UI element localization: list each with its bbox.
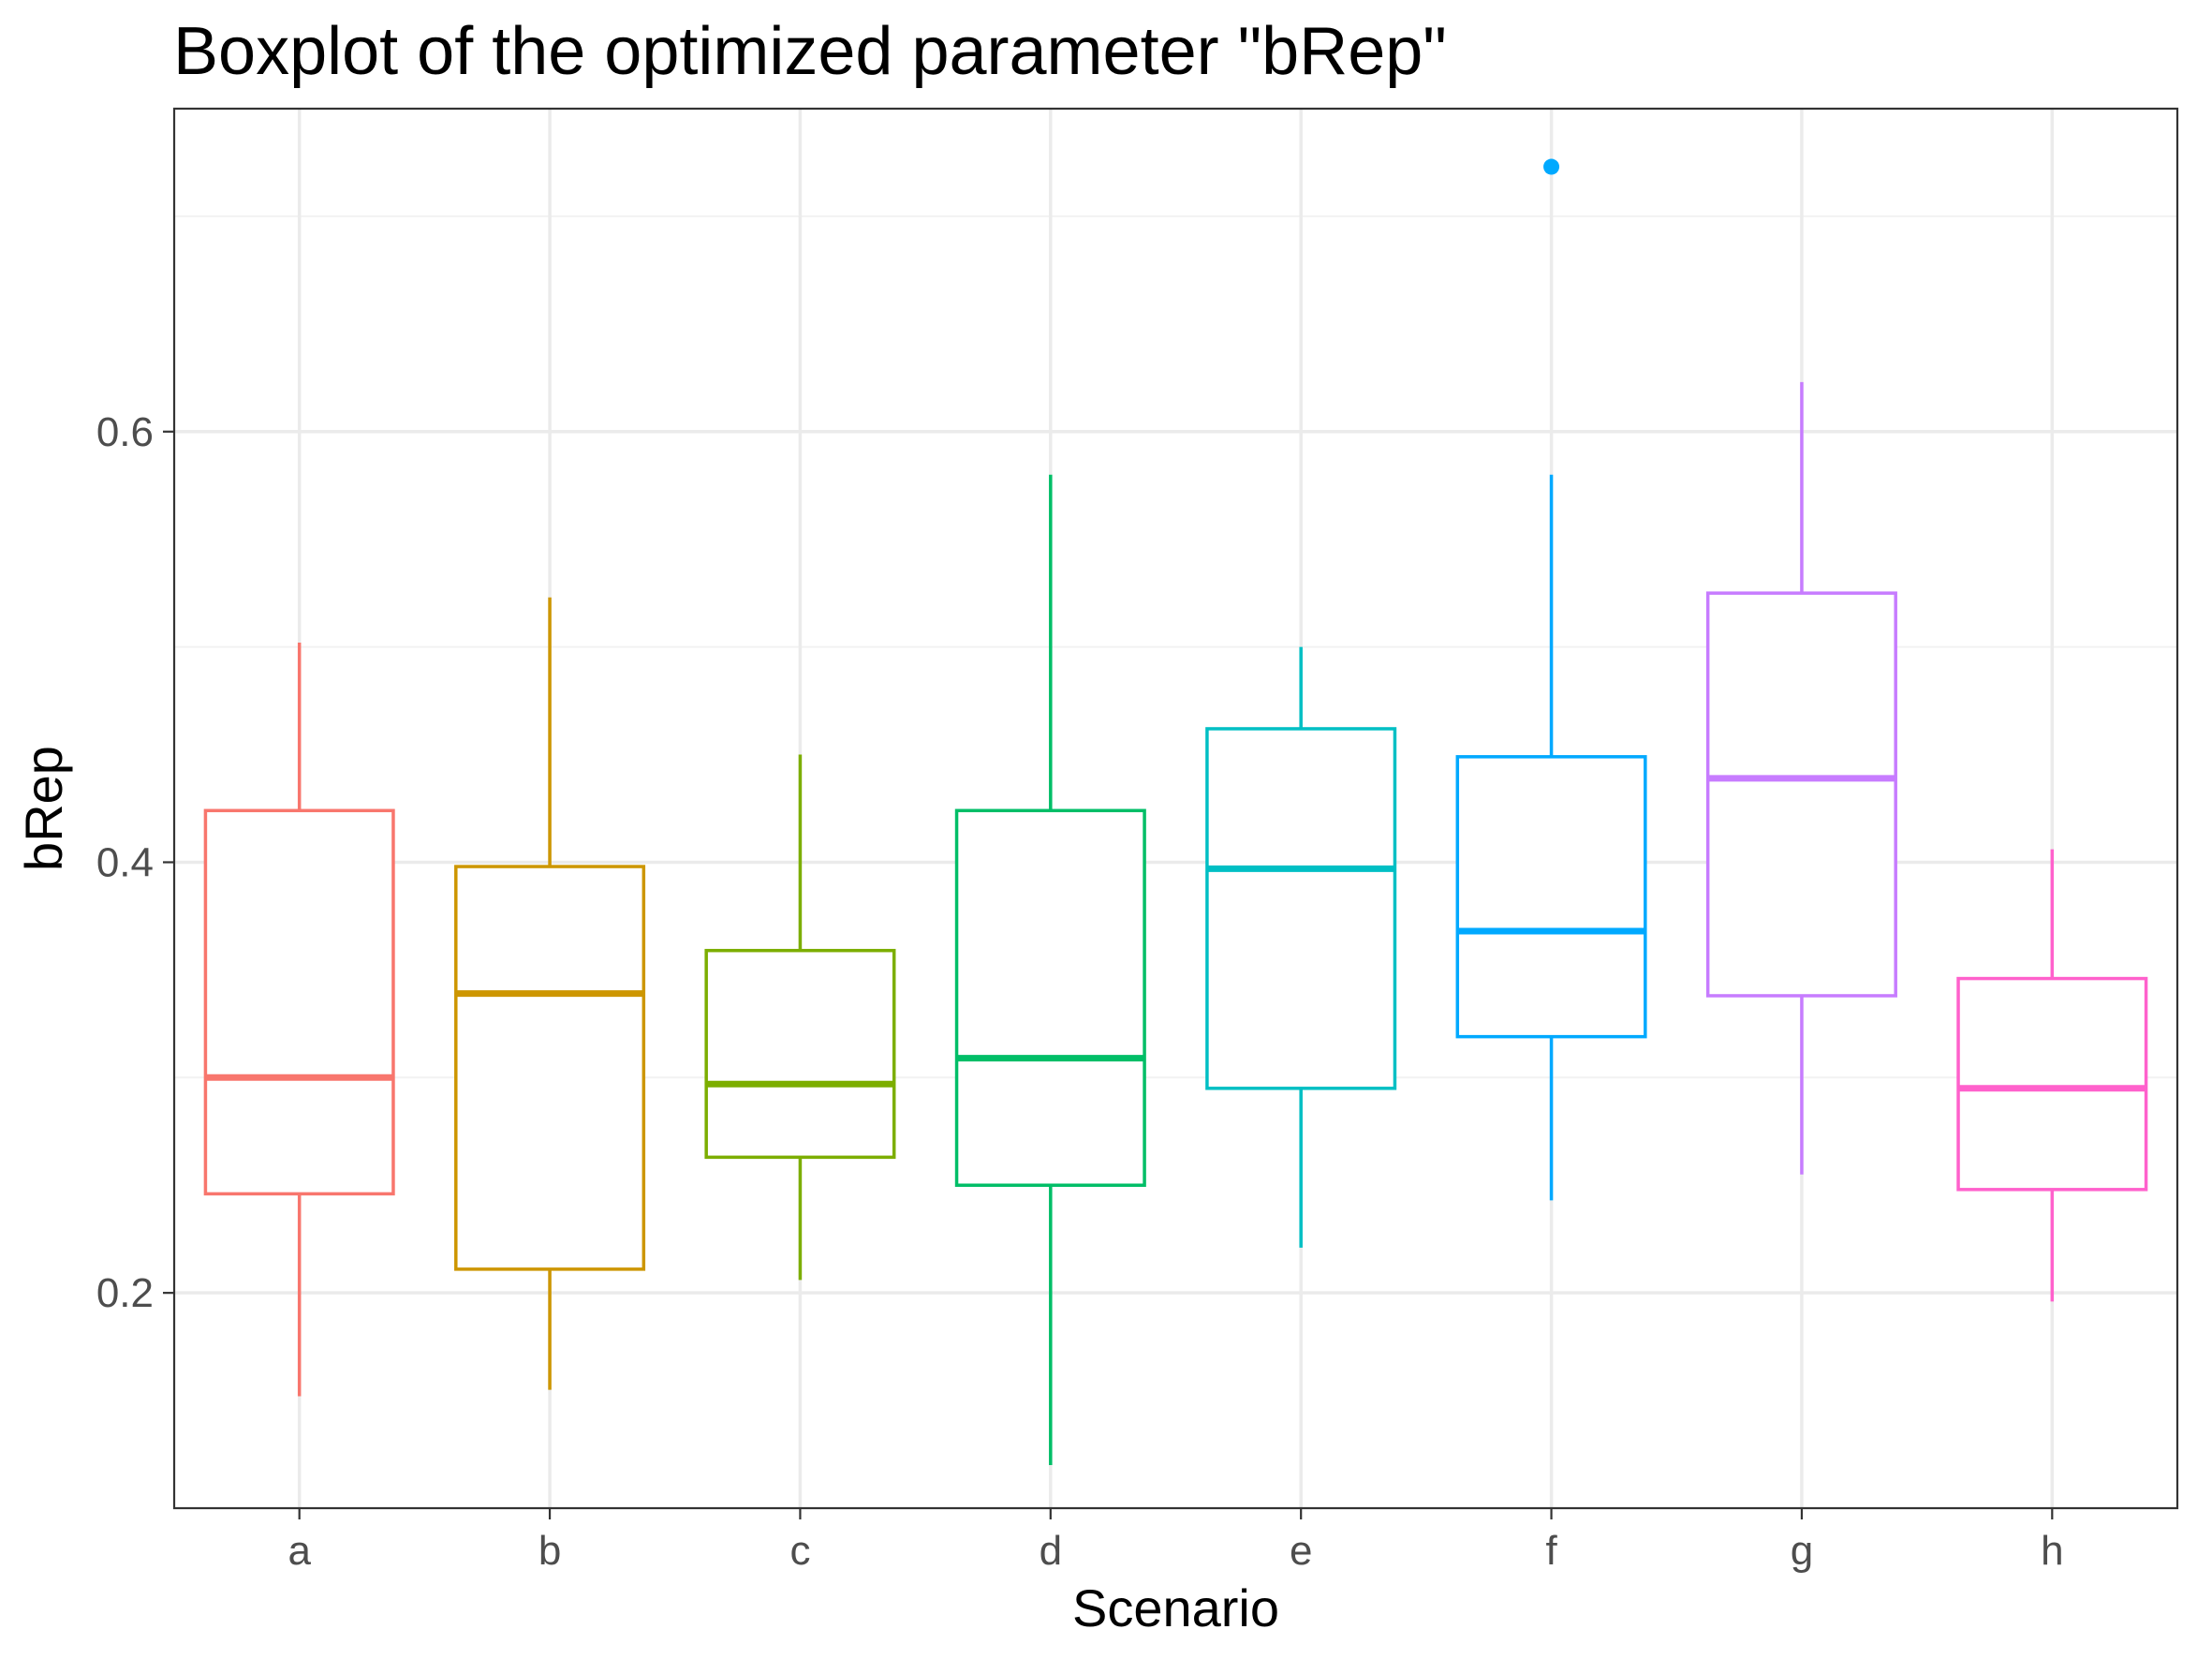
box-iqr <box>1455 755 1647 1039</box>
boxes <box>203 158 2148 1466</box>
box-iqr <box>704 948 896 1160</box>
box-b <box>454 597 646 1390</box>
x-tick-label: a <box>288 1528 311 1574</box>
x-tick-label: h <box>2041 1528 2063 1574</box>
x-tick-label: f <box>1545 1528 1557 1574</box>
box-a <box>203 643 395 1397</box>
box-c <box>704 754 896 1281</box>
y-axis-title: bRep <box>14 746 73 871</box>
box-iqr <box>1705 591 1897 998</box>
box-iqr <box>1956 976 2148 1192</box>
box-h <box>1956 849 2148 1302</box>
box-f <box>1455 158 1647 1201</box>
box-e <box>1205 646 1397 1248</box>
x-axis-title: Scenario <box>1072 1578 1279 1637</box>
box-d <box>954 474 1146 1466</box>
y-tick-label: 0.2 <box>96 1270 154 1316</box>
x-tick-label: g <box>1791 1528 1813 1574</box>
chart-title: Boxplot of the optimized parameter "bRep… <box>173 14 1447 89</box>
axis-ticks: 0.2 0.4 0.6 a b c d e f g h <box>96 409 2064 1574</box>
box-iqr <box>1205 727 1397 1090</box>
outlier-point <box>1543 158 1560 175</box>
x-tick-label: e <box>1290 1528 1312 1574</box>
box-iqr <box>954 808 1146 1187</box>
panel-border <box>172 107 2179 1510</box>
box-iqr <box>454 865 646 1271</box>
box-g <box>1705 381 1897 1175</box>
y-tick-label: 0.4 <box>96 839 154 885</box>
x-tick-label: d <box>1040 1528 1062 1574</box>
x-tick-label: b <box>538 1528 561 1574</box>
box-iqr <box>203 808 395 1196</box>
y-tick-label: 0.6 <box>96 409 154 455</box>
x-tick-label: c <box>789 1528 810 1574</box>
